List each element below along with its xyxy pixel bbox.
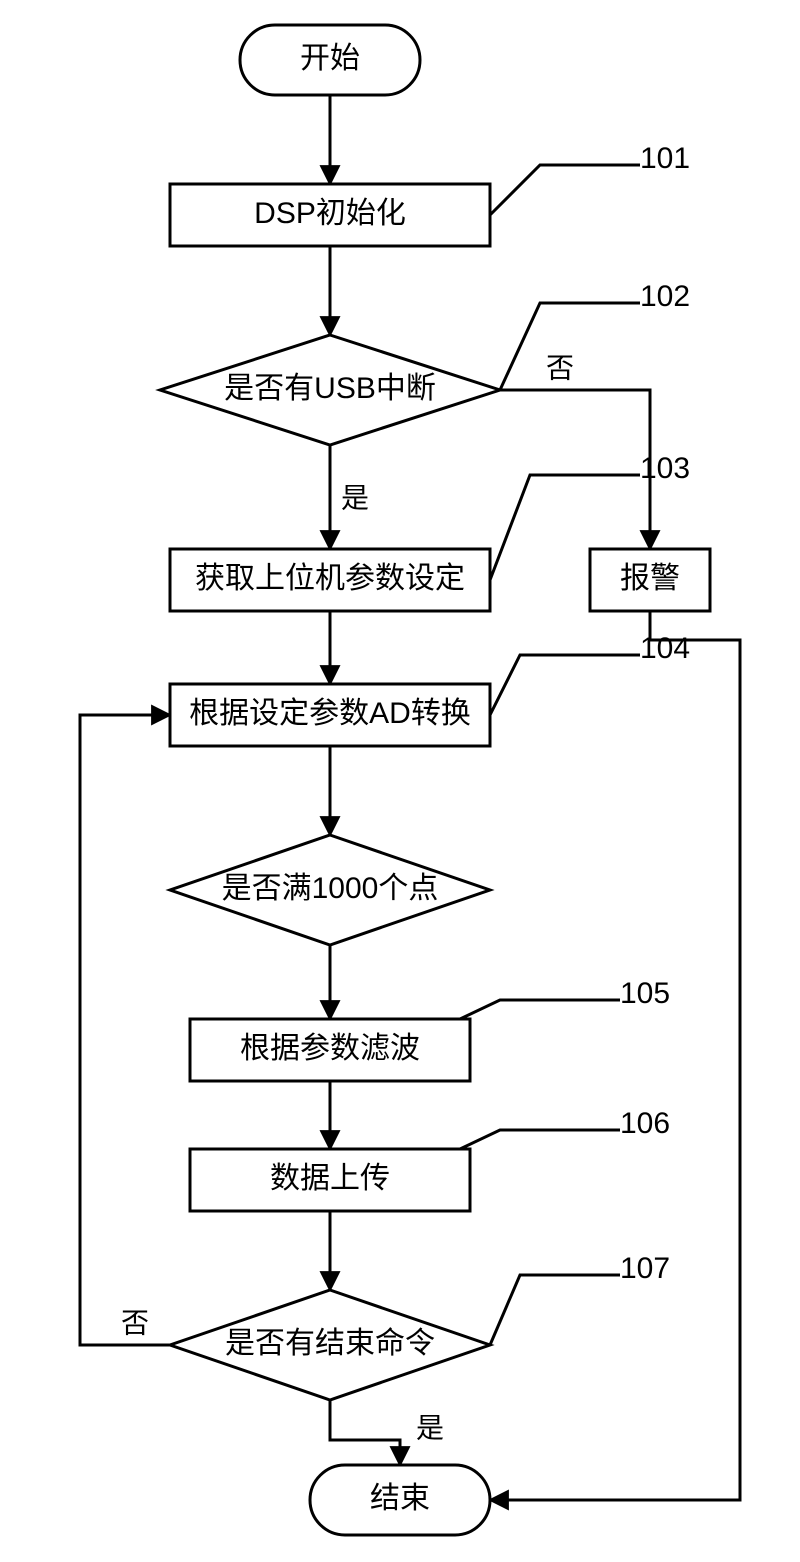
edge-label-e4: 否 [546,352,574,383]
ref-label-r107: 107 [620,1252,670,1285]
ref-line-r106 [460,1130,620,1149]
node-label-n104: 根据设定参数AD转换 [189,697,471,730]
node-label-n106: 数据上传 [270,1162,390,1195]
edge-e12 [490,611,740,1500]
ref-line-r104 [490,655,640,715]
edge-label-e11: 否 [121,1307,149,1338]
node-label-n101: DSP初始化 [254,197,406,230]
ref-line-r105 [460,1000,620,1019]
edge-label-e10: 是 [416,1412,444,1443]
node-label-d1000: 是否满1000个点 [222,872,439,905]
ref-label-r105: 105 [620,977,670,1010]
ref-label-r103: 103 [640,452,690,485]
node-label-alarm: 报警 [620,562,680,595]
node-label-end: 结束 [370,1482,430,1515]
node-label-d107: 是否有结束命令 [225,1327,435,1360]
node-label-n105: 根据参数滤波 [240,1032,420,1065]
node-label-d102: 是否有USB中断 [224,372,436,405]
edge-e11 [80,715,170,1345]
edge-label-e3: 是 [341,482,369,513]
ref-line-r107 [490,1275,620,1345]
ref-label-r101: 101 [640,142,690,175]
ref-label-r104: 104 [640,632,690,665]
edge-e10 [330,1400,400,1465]
node-label-start: 开始 [300,42,360,75]
edge-e4 [500,390,650,549]
ref-label-r102: 102 [640,280,690,313]
ref-label-r106: 106 [620,1107,670,1140]
ref-line-r101 [490,165,640,215]
node-label-n103: 获取上位机参数设定 [195,562,465,595]
